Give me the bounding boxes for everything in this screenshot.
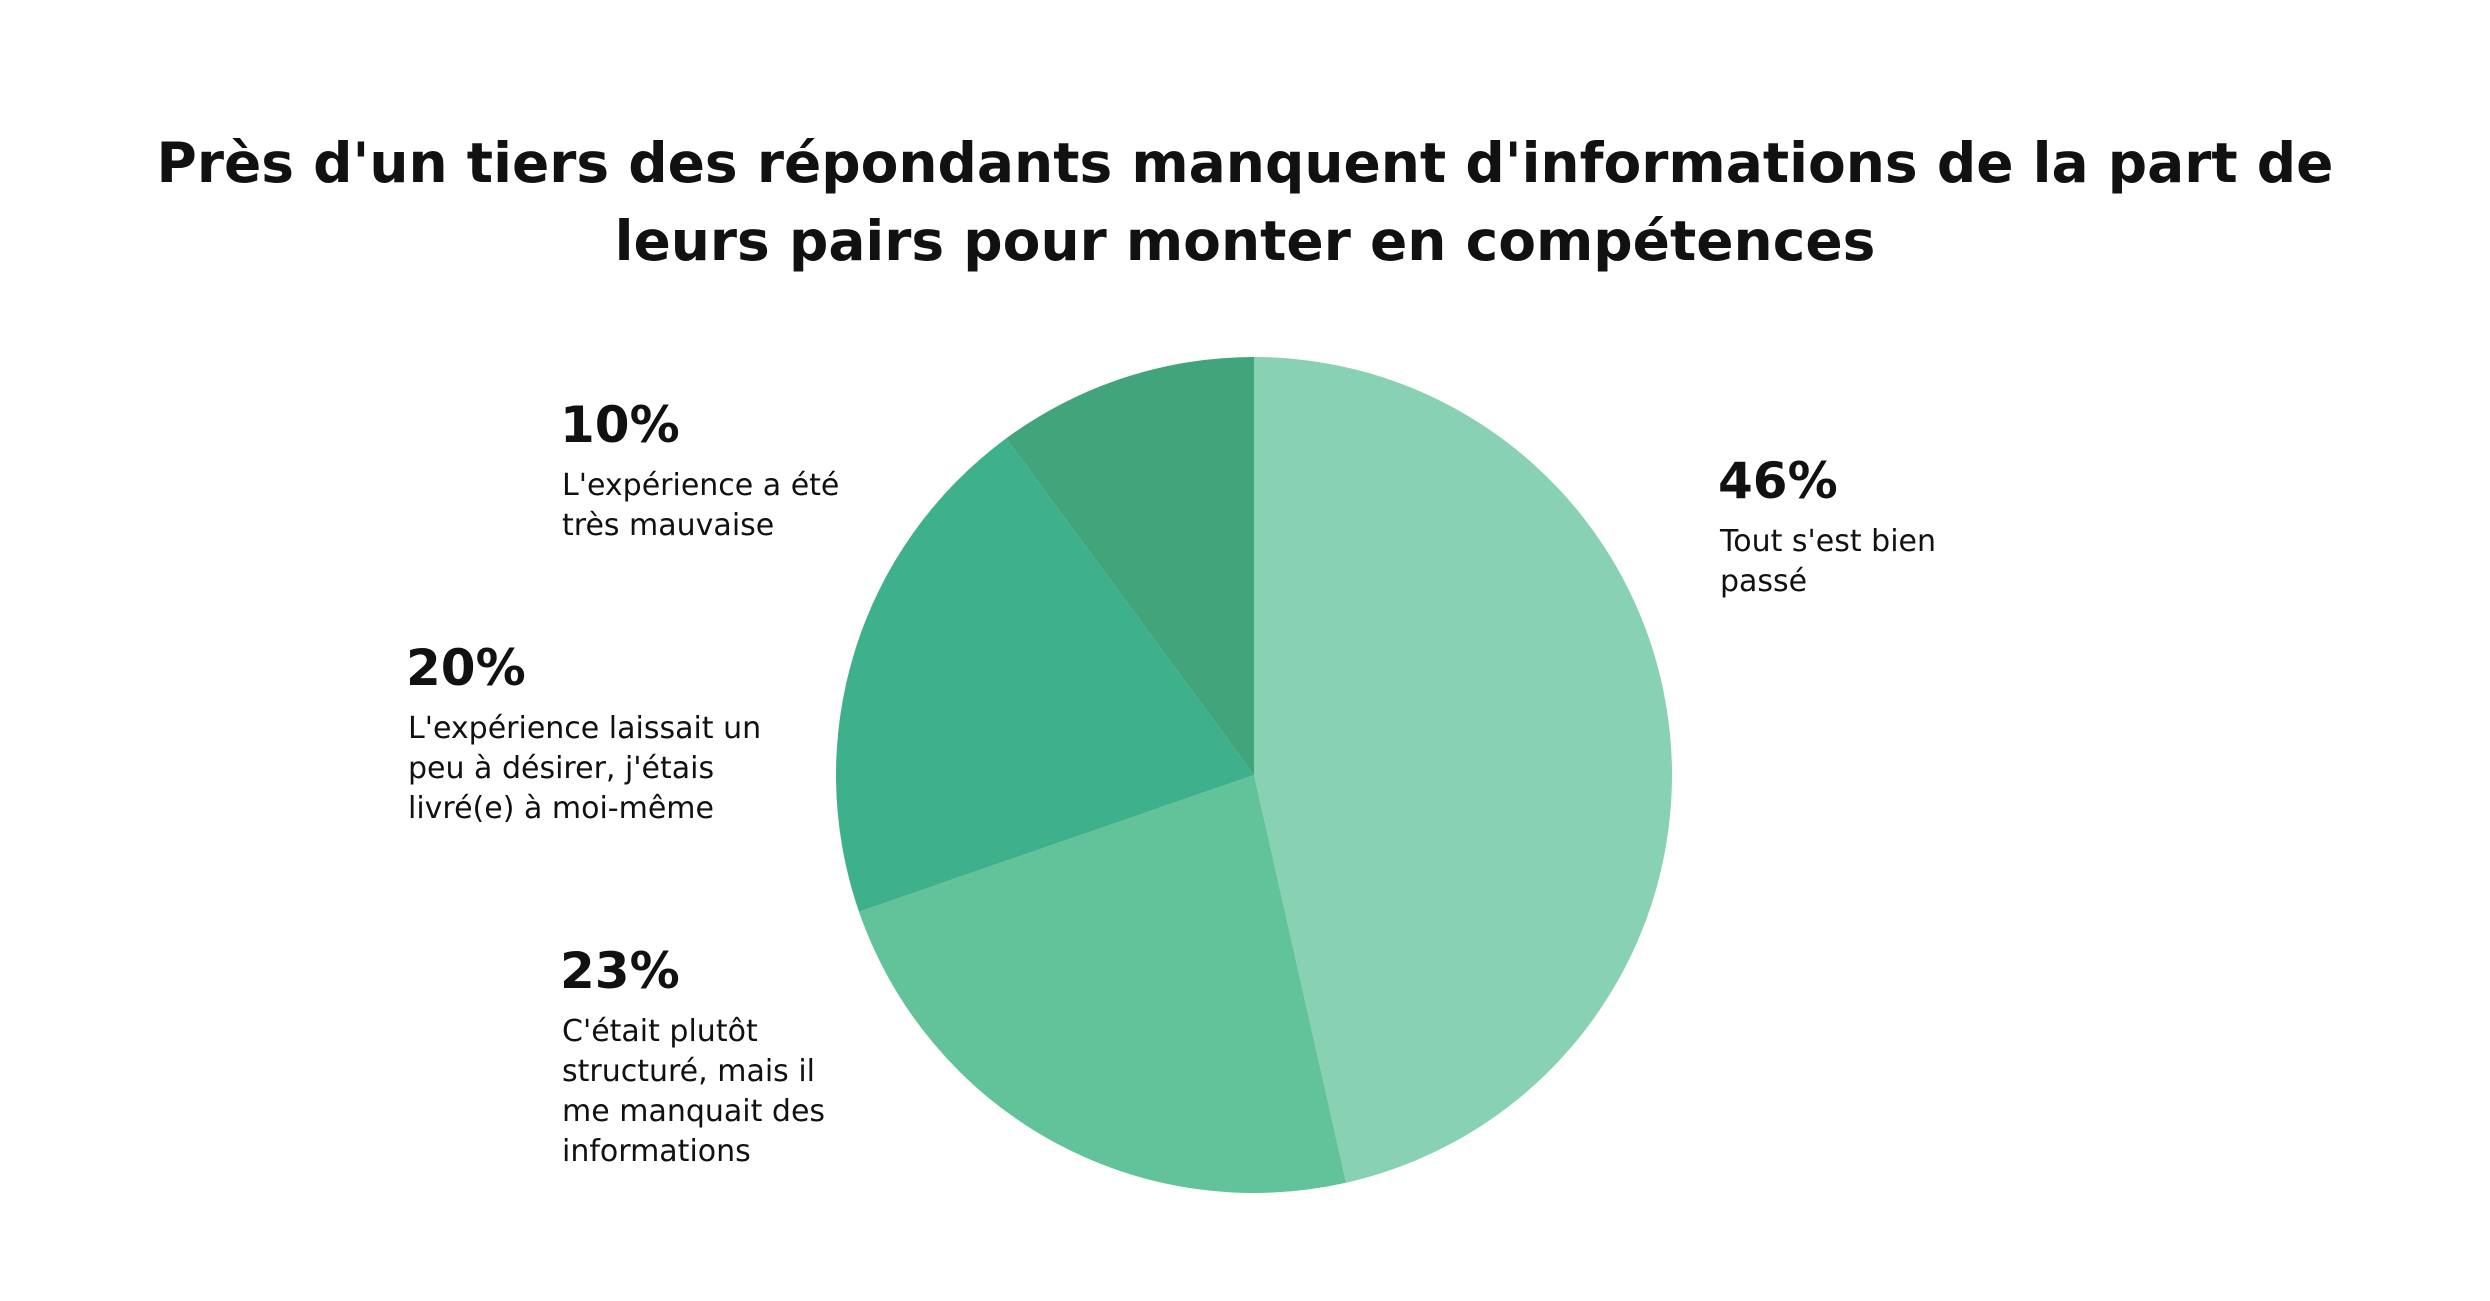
slice-category-label: C'était plutôt — [562, 1014, 758, 1049]
slice-label-23-percent: 23% C'était plutôt structuré, mais il me ma… — [560, 942, 825, 1169]
chart-title: Près d'un tiers des répondants manquent … — [0, 124, 2490, 280]
slice-label-10-percent: 10% L'expérience a été très mauvaise — [560, 396, 839, 543]
slice-labels: 46% Tout s'est bien passé 23% C'était plutôt… — [406, 396, 1936, 1169]
chart-title-line-1: Près d'un tiers des répondants manquent … — [156, 131, 2334, 195]
pie-slice-20-percent — [836, 438, 1254, 912]
pie-slice-46-percent — [1254, 357, 1673, 1183]
slice-label-20-percent: 20% L'expérience laissait un peu à désirer… — [406, 639, 761, 826]
slice-category-label: très mauvaise — [562, 508, 774, 543]
slice-category-label: livré(e) à moi-même — [408, 791, 714, 826]
slice-value-label: 46% — [1718, 452, 1838, 510]
pie-slices — [836, 357, 1673, 1193]
slice-category-label: structuré, mais il — [562, 1054, 815, 1089]
slice-category-label: informations — [562, 1134, 751, 1169]
slice-category-label: peu à désirer, j'étais — [408, 751, 714, 786]
slice-category-label: passé — [1720, 564, 1807, 599]
slice-category-label: L'expérience a été — [562, 468, 839, 503]
slice-value-label: 20% — [406, 639, 526, 697]
pie-slice-23-percent — [858, 775, 1347, 1193]
pie-slice-10-percent — [1006, 357, 1254, 775]
slice-value-label: 23% — [560, 942, 680, 1000]
slice-value-label: 10% — [560, 396, 680, 454]
slice-category-label: me manquait des — [562, 1094, 825, 1129]
slice-category-label: Tout s'est bien — [1719, 524, 1936, 559]
slice-label-46-percent: 46% Tout s'est bien passé — [1718, 452, 1936, 599]
chart-title-line-2: leurs pairs pour monter en compétences — [614, 209, 1876, 273]
slice-category-label: L'expérience laissait un — [408, 711, 761, 746]
